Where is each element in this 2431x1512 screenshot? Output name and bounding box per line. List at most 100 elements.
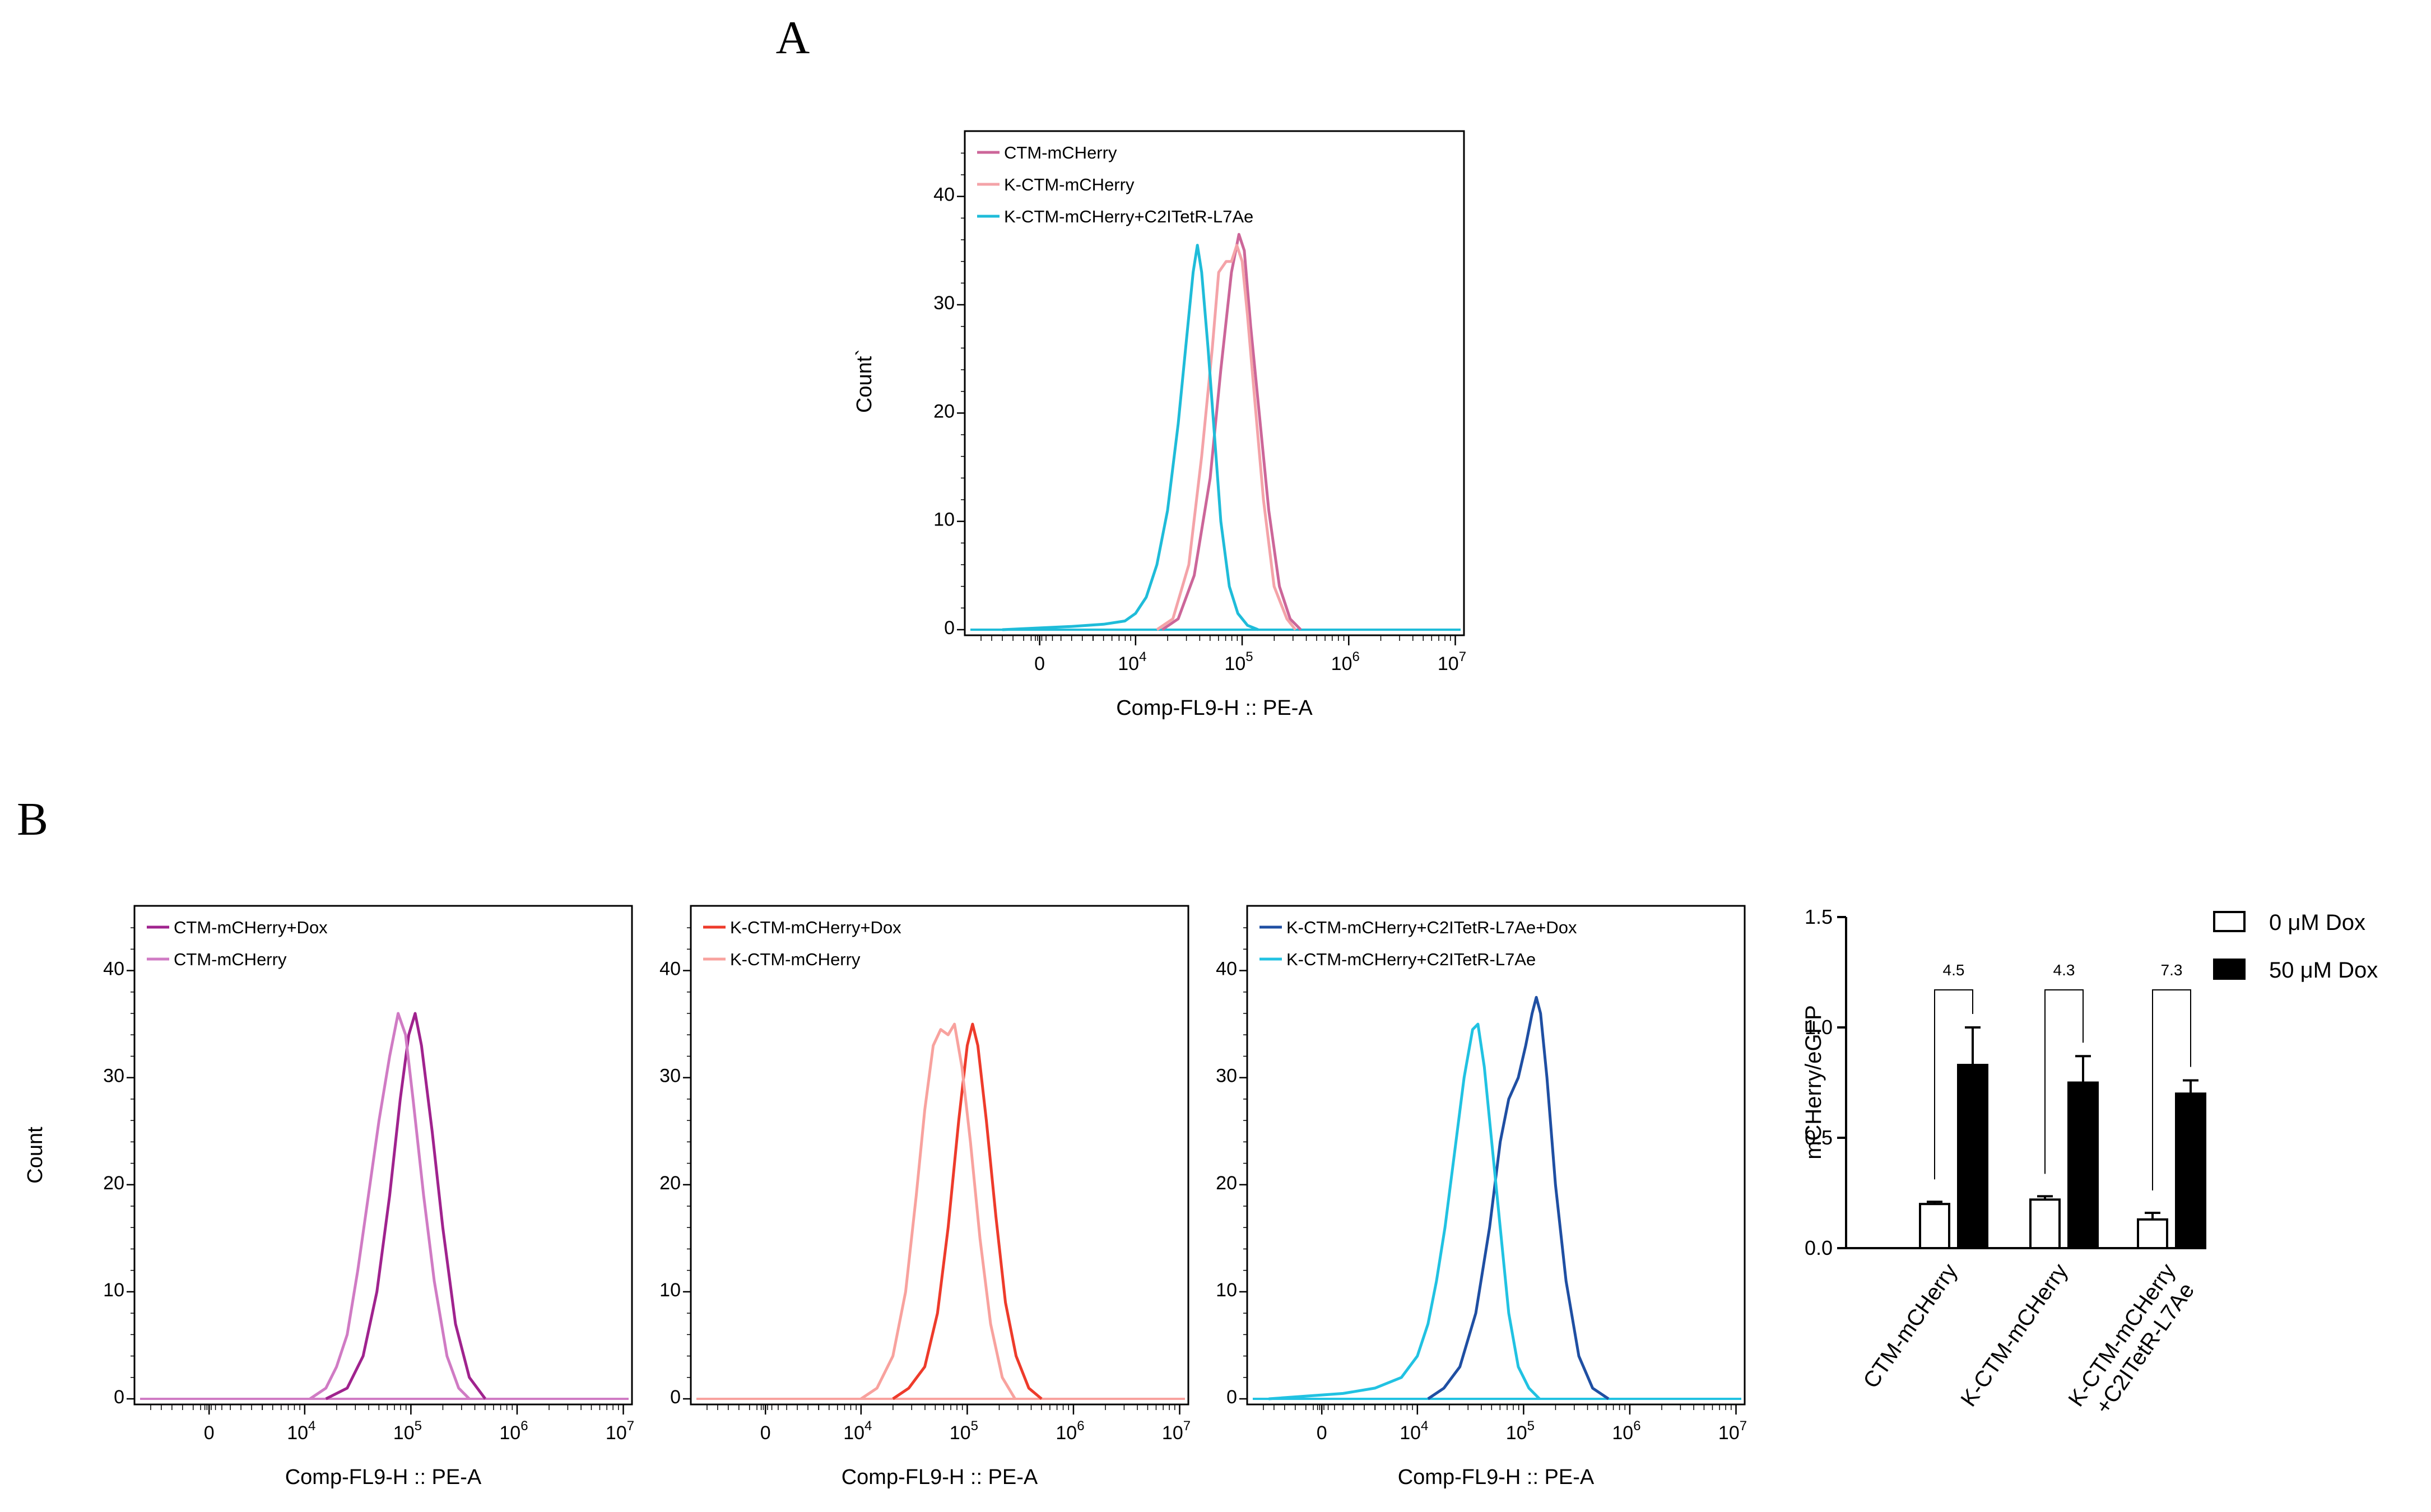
category-label: K-CTM-mCHerry bbox=[1956, 1259, 2072, 1411]
series-line bbox=[1156, 244, 1297, 631]
y-axis: 0 10 20 30 40 bbox=[1216, 927, 1247, 1408]
x-axis: 0 104 105 106 107 bbox=[980, 635, 1466, 674]
bar bbox=[2067, 1081, 2099, 1249]
y-tick-label: 0.5 bbox=[1805, 1126, 1833, 1149]
y-tick-label: 20 bbox=[1216, 1173, 1237, 1194]
x-axis: 0 104 105 106 107 bbox=[150, 1404, 634, 1444]
legend-label: K-CTM-mCHerry+Dox bbox=[730, 918, 901, 937]
y-axis: 0 10 20 30 40 bbox=[103, 927, 134, 1408]
y-axis-title: Count bbox=[24, 1127, 47, 1184]
legend: CTM-mCHerry+Dox CTM-mCHerry bbox=[147, 918, 328, 969]
series-line bbox=[325, 1012, 487, 1401]
fold-change-label: 4.5 bbox=[1943, 961, 1965, 979]
y-tick-label: 30 bbox=[933, 292, 955, 314]
y-tick-label: 30 bbox=[1216, 1066, 1237, 1087]
y-tick-label: 0 bbox=[944, 617, 955, 639]
series-line bbox=[1002, 244, 1259, 631]
legend-label: CTM-mCHerry bbox=[1004, 143, 1117, 162]
bar bbox=[1919, 1203, 1950, 1249]
y-tick-label: 40 bbox=[103, 959, 124, 980]
y-tick-label: 10 bbox=[1216, 1280, 1237, 1301]
y-tick-label: 40 bbox=[933, 184, 955, 206]
x-axis-title: Comp-FL9-H :: PE-A bbox=[1398, 1466, 1595, 1489]
legend-label: 50 μM Dox bbox=[2269, 958, 2378, 983]
legend-label: K-CTM-mCHerry bbox=[1004, 175, 1135, 194]
y-tick-label: 0 bbox=[670, 1387, 681, 1408]
legend-swatch bbox=[2213, 911, 2246, 932]
x-tick-label: 106 bbox=[499, 1418, 528, 1444]
y-axis: 0 10 20 30 40 bbox=[933, 152, 965, 639]
x-tick-label: 104 bbox=[1118, 649, 1146, 674]
plot-frame bbox=[690, 905, 1189, 1406]
x-axis: 0 104 105 106 107 bbox=[706, 1404, 1191, 1444]
legend: K-CTM-mCHerry+C2ITetR-L7Ae+Dox K-CTM-mCHe… bbox=[1259, 918, 1577, 969]
legend-label: K-CTM-mCHerry+C2ITetR-L7Ae bbox=[1286, 950, 1536, 969]
legend: CTM-mCHerry K-CTM-mCHerry K-CTM-mCHerry+C2… bbox=[977, 143, 1253, 226]
significance-bracket bbox=[2044, 989, 2084, 1174]
x-tick-label: 107 bbox=[1718, 1418, 1747, 1444]
bar bbox=[2175, 1092, 2206, 1249]
bar bbox=[2137, 1218, 2168, 1250]
y-tick-label: 0 bbox=[1226, 1387, 1237, 1408]
legend-label: CTM-mCHerry+Dox bbox=[174, 918, 328, 937]
series-line bbox=[892, 1022, 1043, 1401]
y-tick-label: 20 bbox=[103, 1173, 124, 1194]
legend-label: K-CTM-mCHerry+C2ITetR-L7Ae bbox=[1004, 207, 1253, 226]
series-line bbox=[1268, 1022, 1541, 1401]
legend: K-CTM-mCHerry+Dox K-CTM-mCHerry bbox=[703, 918, 901, 969]
y-tick-label: 20 bbox=[659, 1173, 681, 1194]
y-axis: 0 10 20 30 40 bbox=[659, 927, 691, 1408]
x-tick-label: 105 bbox=[950, 1418, 978, 1444]
plot-frame bbox=[1246, 905, 1746, 1406]
x-tick-label: 0 bbox=[1317, 1422, 1327, 1444]
x-tick-label: 105 bbox=[1224, 649, 1253, 674]
y-tick-label: 1.5 bbox=[1805, 905, 1833, 928]
x-tick-label: 107 bbox=[1438, 649, 1466, 674]
legend-label: CTM-mCHerry bbox=[174, 950, 287, 969]
fold-change-label: 4.3 bbox=[2053, 961, 2075, 979]
y-tick-label: 40 bbox=[659, 959, 681, 980]
series-line bbox=[1427, 995, 1610, 1401]
bar-chart: 0.0 0.5 1.0 1.5 mCHerry/eGFP 4.5 CTM-mCHerry 4.… bbox=[1801, 905, 2378, 1418]
y-tick-label: 10 bbox=[659, 1280, 681, 1301]
y-tick-label: 0.0 bbox=[1805, 1236, 1833, 1259]
x-axis-title: Comp-FL9-H :: PE-A bbox=[1116, 696, 1313, 720]
fold-change-label: 7.3 bbox=[2161, 961, 2183, 979]
legend-label: 0 μM Dox bbox=[2269, 910, 2365, 935]
x-tick-label: 0 bbox=[760, 1422, 771, 1444]
x-tick-label: 0 bbox=[204, 1422, 215, 1444]
x-tick-label: 105 bbox=[393, 1418, 422, 1444]
y-axis-title: Count` bbox=[853, 349, 876, 413]
y-tick-label: 20 bbox=[933, 401, 955, 422]
panel-b-label: B bbox=[17, 793, 48, 845]
y-tick-label: 1.0 bbox=[1805, 1016, 1833, 1039]
legend-swatch bbox=[2213, 959, 2246, 980]
x-tick-label: 104 bbox=[843, 1418, 872, 1444]
bar bbox=[1957, 1063, 1988, 1249]
x-axis-title: Comp-FL9-H :: PE-A bbox=[285, 1466, 482, 1489]
y-tick-label: 10 bbox=[103, 1280, 124, 1301]
series-line bbox=[860, 1022, 1016, 1401]
significance-bracket bbox=[1934, 989, 1973, 1180]
x-tick-label: 0 bbox=[1034, 653, 1045, 674]
y-tick-label: 0 bbox=[114, 1387, 124, 1408]
x-tick-label: 107 bbox=[1162, 1418, 1191, 1444]
panel-a-label: A bbox=[776, 12, 810, 64]
y-tick-label: 30 bbox=[659, 1066, 681, 1087]
significance-bracket bbox=[2152, 989, 2191, 1190]
y-tick-label: 40 bbox=[1216, 959, 1237, 980]
bar bbox=[2029, 1198, 2061, 1250]
x-tick-label: 106 bbox=[1612, 1418, 1640, 1444]
legend-label: K-CTM-mCHerry+C2ITetR-L7Ae+Dox bbox=[1286, 918, 1577, 937]
plot-frame bbox=[133, 905, 633, 1406]
series-line bbox=[1161, 232, 1302, 631]
x-tick-label: 106 bbox=[1331, 649, 1360, 674]
x-tick-label: 107 bbox=[606, 1418, 634, 1444]
x-tick-label: 104 bbox=[287, 1418, 315, 1444]
